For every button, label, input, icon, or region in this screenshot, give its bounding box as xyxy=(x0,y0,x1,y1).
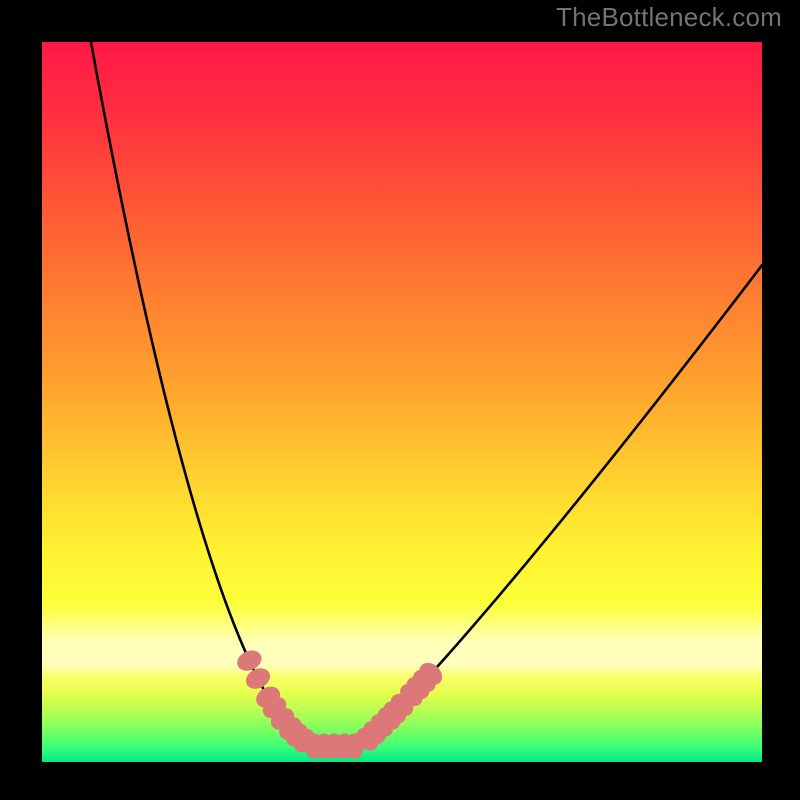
chart-svg xyxy=(42,42,762,762)
plot-area xyxy=(42,42,762,762)
watermark-text: TheBottleneck.com xyxy=(556,2,782,33)
gradient-background xyxy=(42,42,762,762)
